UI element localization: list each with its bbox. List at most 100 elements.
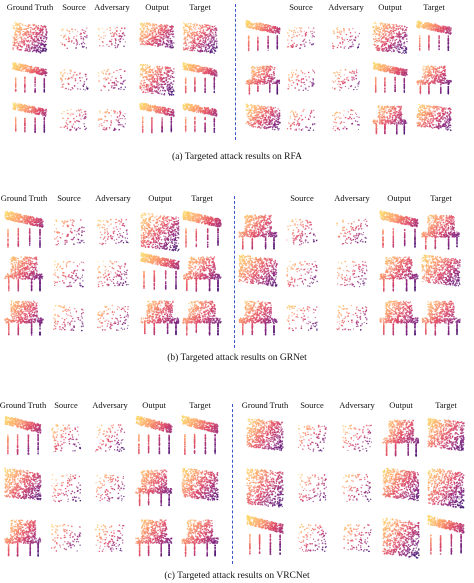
point-cloud (139, 22, 175, 49)
header-ground-truth: Ground Truth (7, 2, 54, 12)
point-cloud (59, 108, 87, 131)
point-cloud (238, 300, 278, 336)
point-cloud (140, 252, 180, 290)
point-cloud (427, 417, 465, 452)
header-ground-truth: Ground Truth (1, 193, 48, 203)
header-adversary: Adversary (94, 2, 129, 12)
point-cloud (238, 214, 278, 250)
point-cloud (416, 20, 452, 52)
point-cloud (416, 65, 452, 95)
header-output: Output (145, 2, 169, 12)
point-cloud (96, 304, 129, 331)
point-cloud (372, 105, 408, 135)
header-target: Target (191, 193, 212, 203)
point-cloud (4, 467, 42, 501)
header-output-right: Output (387, 193, 411, 203)
point-cloud (181, 467, 219, 501)
point-cloud (95, 424, 126, 453)
point-cloud (4, 519, 42, 557)
point-cloud (140, 212, 180, 252)
point-cloud (97, 68, 127, 92)
point-cloud (336, 218, 368, 245)
point-cloud (246, 418, 284, 452)
point-cloud (182, 62, 218, 94)
point-cloud (372, 21, 408, 55)
header-adversary: Adversary (95, 193, 130, 203)
header-target-right: Target (435, 400, 456, 410)
point-cloud (379, 256, 419, 292)
point-cloud (286, 109, 316, 132)
header-source-right: Source (289, 2, 313, 12)
point-cloud (421, 254, 461, 287)
point-cloud (12, 21, 48, 54)
point-cloud (382, 419, 420, 457)
point-cloud (139, 63, 175, 96)
point-cloud (182, 102, 218, 134)
header-target-right: Target (430, 193, 451, 203)
header-output: Output (142, 400, 166, 410)
header-output-right: Output (378, 2, 402, 12)
point-cloud (4, 256, 44, 292)
point-cloud (4, 415, 42, 455)
point-cloud (97, 260, 129, 288)
header-source-right: Source (300, 400, 324, 410)
header-ground-truth: Ground Truth (0, 400, 46, 410)
point-cloud (94, 524, 125, 553)
header-target: Target (189, 2, 210, 12)
panel-b: Ground Truth Source Adversary Output Tar… (0, 190, 474, 370)
point-cloud-grid-b (4, 210, 461, 336)
point-cloud (379, 210, 419, 248)
point-cloud (135, 519, 173, 557)
point-cloud (60, 27, 88, 50)
point-cloud (139, 102, 175, 134)
point-cloud (53, 304, 84, 332)
point-cloud (97, 108, 127, 131)
caption-a: (a) Targeted attack results on RFA (0, 152, 474, 162)
point-cloud (297, 523, 327, 553)
point-cloud (421, 214, 460, 250)
point-cloud (297, 473, 327, 503)
point-cloud (59, 68, 89, 91)
point-cloud (342, 424, 372, 452)
point-cloud (51, 424, 82, 453)
point-cloud (382, 517, 420, 559)
point-cloud (331, 68, 360, 91)
caption-b: (b) Targeted attack results on GRNet (0, 353, 474, 363)
point-cloud (182, 22, 218, 54)
point-cloud (246, 468, 284, 508)
point-cloud (336, 304, 368, 331)
point-cloud (297, 424, 327, 452)
point-cloud (51, 474, 82, 503)
header-output: Output (148, 193, 172, 203)
point-cloud (286, 26, 315, 50)
panel-divider (234, 196, 235, 348)
point-cloud (382, 467, 420, 502)
point-cloud (97, 26, 127, 49)
header-target: Target (189, 400, 210, 410)
point-cloud (12, 62, 48, 93)
header-output-right: Output (389, 400, 413, 410)
point-cloud (245, 19, 281, 52)
point-cloud (379, 300, 419, 336)
point-cloud (4, 300, 44, 336)
point-cloud (181, 415, 219, 455)
header-source-right: Source (290, 193, 314, 203)
point-cloud (286, 304, 318, 332)
header-ground-truth-right: Ground Truth (242, 400, 289, 410)
point-cloud (140, 300, 180, 336)
point-cloud (4, 210, 44, 249)
point-cloud (421, 300, 461, 336)
caption-c: (c) Targeted attack results on VRCNet (0, 571, 474, 581)
header-adversary-right: Adversary (328, 2, 363, 12)
header-adversary-right: Adversary (339, 400, 374, 410)
point-cloud (51, 523, 82, 552)
point-cloud (331, 26, 361, 50)
header-source: Source (62, 2, 86, 12)
header-adversary: Adversary (92, 400, 127, 410)
point-cloud (287, 69, 316, 92)
point-cloud-grid-a (12, 19, 452, 135)
point-cloud (341, 473, 372, 503)
point-cloud (245, 65, 281, 95)
header-source: Source (54, 400, 78, 410)
header-target-right: Target (423, 2, 444, 12)
